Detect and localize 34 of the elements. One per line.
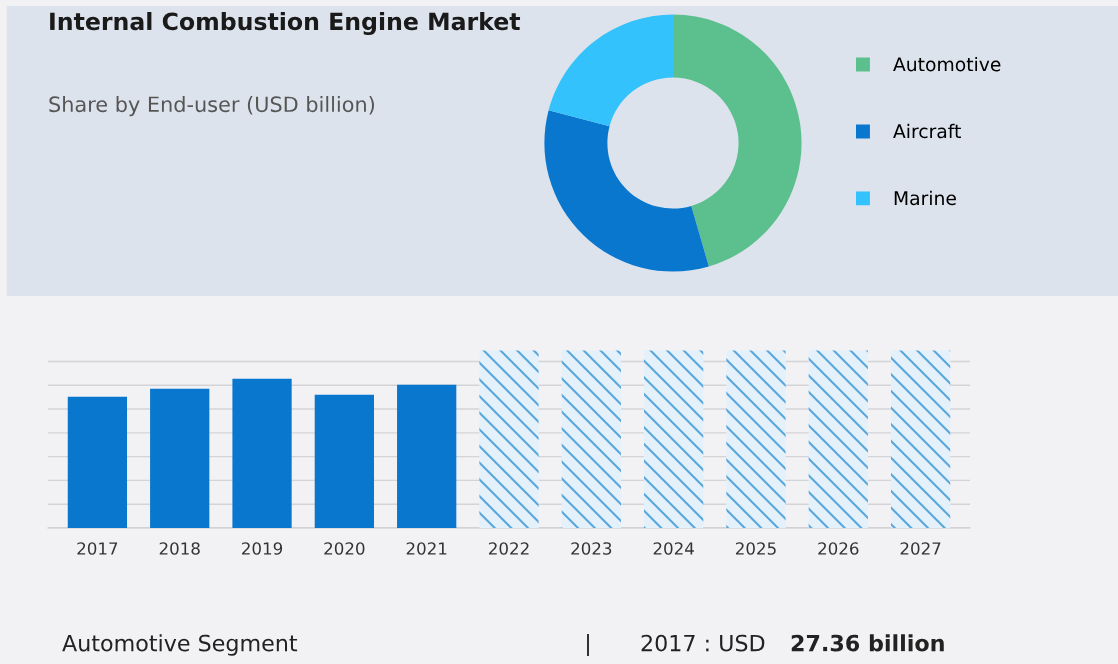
- x-tick-label: 2026: [818, 542, 859, 555]
- text: Internal Combustion Engine Market: [50, 12, 521, 36]
- legend-label: Aircraft: [893, 123, 961, 139]
- x-tick-label: 2025: [735, 542, 776, 555]
- bar: [561, 350, 621, 528]
- bar: [314, 394, 374, 528]
- x-tick-label: 2018: [159, 542, 200, 555]
- x-tick-label: 2019: [242, 542, 283, 555]
- x-tick-label: 2022: [489, 542, 529, 555]
- text: Automotive Segment: [62, 634, 298, 656]
- x-tick-label: 2017: [77, 542, 118, 555]
- legend-label: Marine: [894, 190, 956, 206]
- x-tick-label: 2023: [571, 542, 612, 555]
- bar: [644, 350, 704, 528]
- text: 2017 : USD: [641, 634, 765, 652]
- bar: [150, 388, 210, 528]
- text: Share by End-user (USD billion): [49, 96, 375, 117]
- bar: [890, 350, 951, 528]
- donut-slice: [544, 110, 709, 272]
- x-tick-label: 2024: [653, 542, 694, 555]
- bar: [726, 350, 786, 528]
- bar: [808, 350, 868, 528]
- text: |: [587, 633, 589, 657]
- bar: [397, 384, 457, 528]
- x-tick-label: 2021: [406, 542, 447, 555]
- x-tick-label: 2020: [324, 542, 365, 555]
- donut-slice: [548, 14, 673, 127]
- x-tick-label: 2027: [900, 542, 941, 555]
- donut-slice: [672, 14, 802, 267]
- bar: [479, 350, 539, 528]
- bar: [67, 396, 128, 528]
- legend-label: Automotive: [893, 56, 1001, 72]
- bar: [232, 378, 292, 528]
- text: 27.36 billion: [791, 634, 944, 652]
